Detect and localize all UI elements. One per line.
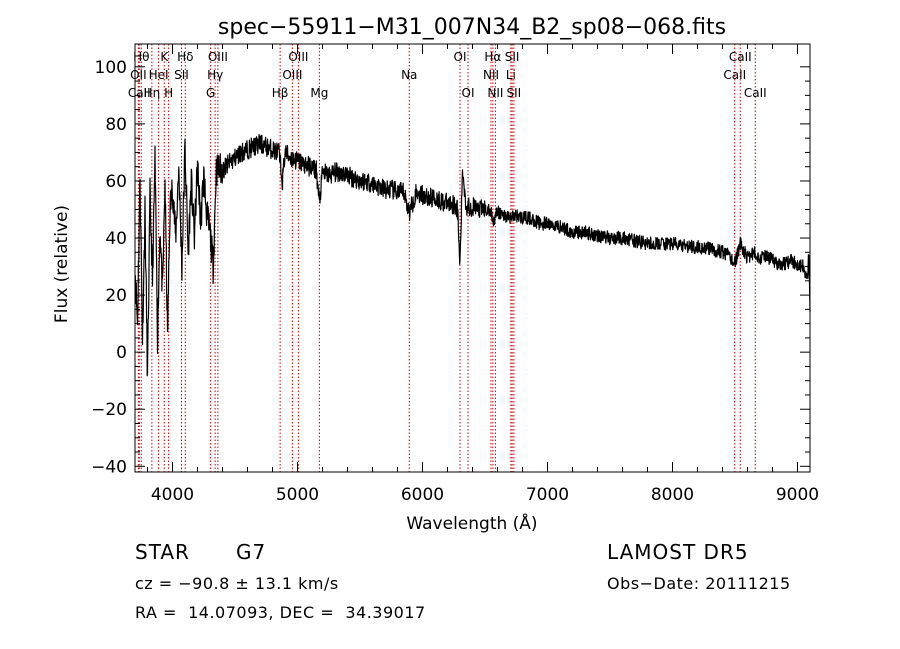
plot-frame	[134, 43, 811, 473]
marker-label-23: SII	[505, 50, 520, 64]
marker-label-19: NII	[483, 68, 499, 82]
y-tick-label-2: 0	[116, 343, 127, 363]
y-tick-label-6: 80	[105, 115, 127, 135]
marker-label-15: Mg	[310, 86, 328, 100]
marker-label-18: OI	[462, 86, 475, 100]
marker-label-0: OII	[130, 68, 147, 82]
spectral-line-markers	[137, 44, 756, 472]
marker-label-21: NII	[487, 86, 503, 100]
y-tick-label-5: 60	[105, 172, 127, 192]
marker-label-16: Na	[401, 68, 417, 82]
x-tick-label-3: 7000	[526, 485, 569, 505]
survey-name: LAMOST DR5	[607, 540, 749, 564]
y-tick-label-3: 20	[105, 286, 127, 306]
axes: 4000 5000 6000 7000 8000 9000 −40 −20 0 20 40 60 80 1…	[91, 43, 819, 505]
marker-label-4: HeI	[149, 68, 169, 82]
object-subclass: G7	[236, 540, 267, 564]
marker-label-9: G	[206, 86, 215, 100]
marker-label-13: OIII	[282, 68, 302, 82]
redshift-text: cz = −90.8 ± 13.1 km/s	[135, 574, 339, 593]
marker-label-2: Hθ	[133, 50, 149, 64]
marker-label-20: Hα	[484, 50, 501, 64]
marker-label-24: SII	[507, 86, 522, 100]
object-class: STAR	[135, 540, 190, 564]
spectrum-line	[134, 134, 811, 377]
marker-label-22: Li	[506, 68, 516, 82]
y-tick-label-4: 40	[105, 229, 127, 249]
marker-label-26: CaII	[729, 50, 752, 64]
y-tick-label-0: −40	[91, 457, 127, 477]
x-axis-title: Wavelength (Å)	[406, 512, 537, 534]
marker-label-25: CaII	[723, 68, 746, 82]
spectral-line-labels: OIICaIIHθHηHeIKHSIIHδGHγOIIIHβOIIIOIIIMg…	[128, 50, 767, 100]
x-tick-label-4: 8000	[651, 485, 694, 505]
y-tick-label-1: −20	[91, 400, 127, 420]
x-tick-label-5: 9000	[776, 485, 819, 505]
obs-date-text: Obs−Date: 20111215	[607, 574, 791, 593]
marker-label-12: Hβ	[272, 86, 289, 100]
marker-label-5: K	[160, 50, 169, 64]
y-tick-label-7: 100	[95, 58, 127, 78]
marker-label-14: OIII	[288, 50, 308, 64]
x-tick-label-2: 6000	[401, 485, 444, 505]
marker-label-10: Hγ	[207, 68, 223, 82]
y-axis-title: Flux (relative)	[52, 205, 72, 323]
marker-label-17: OI	[454, 50, 467, 64]
marker-label-11: OIII	[208, 50, 228, 64]
marker-label-8: Hδ	[177, 50, 193, 64]
marker-label-27: CaII	[744, 86, 767, 100]
x-tick-label-0: 4000	[151, 485, 194, 505]
marker-label-3: Hη	[144, 86, 161, 100]
marker-label-1: CaII	[128, 86, 151, 100]
x-tick-label-1: 5000	[276, 485, 319, 505]
coordinates-text: RA = 14.07093, DEC = 34.39017	[135, 603, 426, 622]
marker-label-6: H	[164, 86, 173, 100]
marker-label-7: SII	[174, 68, 189, 82]
chart-title: spec−55911−M31_007N34_B2_sp08−068.fits	[218, 15, 726, 40]
